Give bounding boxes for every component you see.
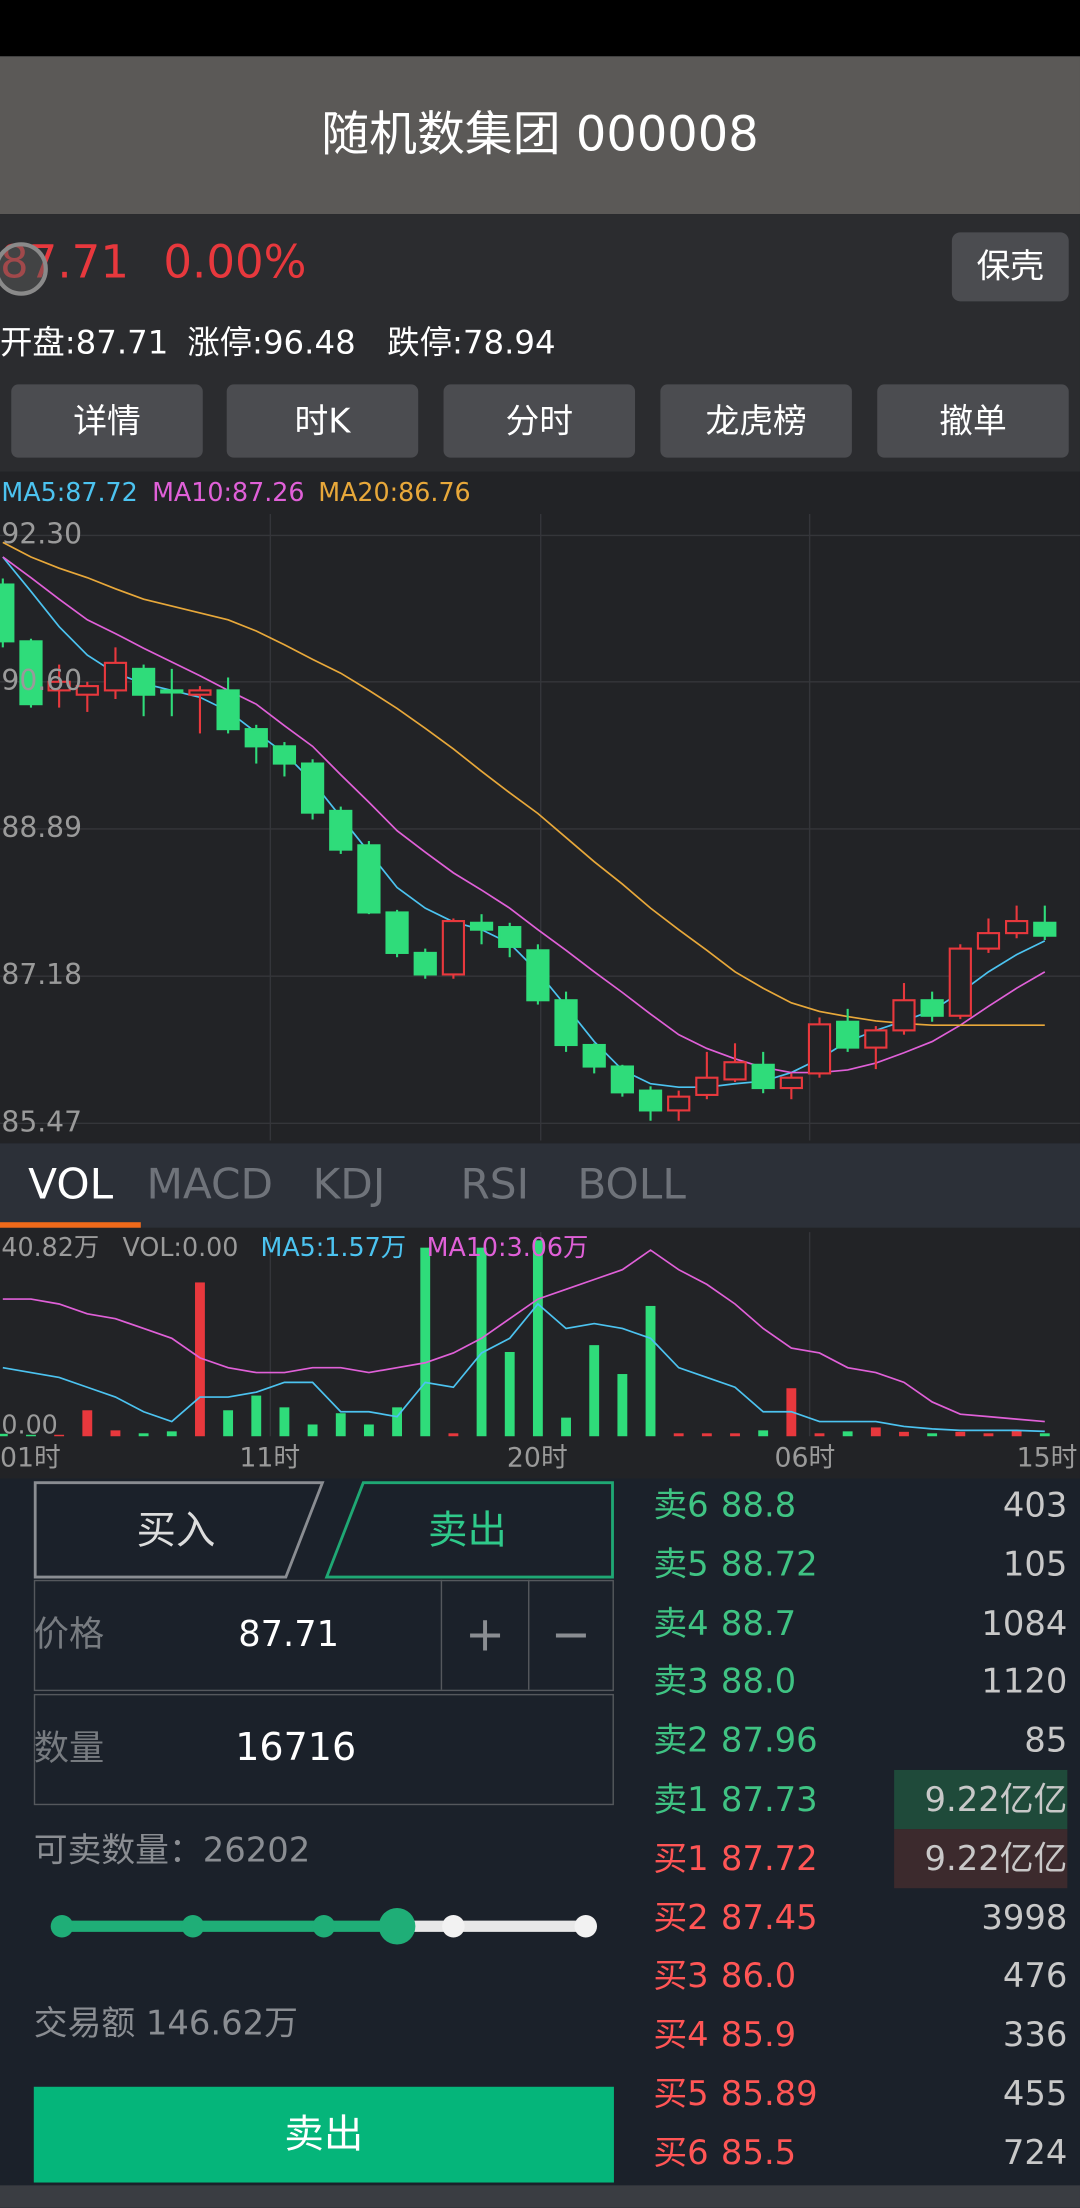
order-row: 买3 86.0 476	[651, 1947, 1068, 2006]
order-price: 87.73	[720, 1779, 818, 1820]
status-bar	[0, 0, 1080, 57]
order-row: 买1 87.72 9.22亿亿	[651, 1828, 1068, 1888]
price-value[interactable]: 87.71	[238, 1613, 340, 1655]
qty-label: 数量	[33, 1727, 105, 1769]
tab-button[interactable]: 时K	[226, 384, 419, 458]
order-row: 买6 85.5 724	[651, 2123, 1068, 2182]
order-price: 87.45	[720, 1897, 818, 1937]
indicator-tab[interactable]: RSI	[460, 1160, 530, 1210]
slider-dot[interactable]	[312, 1914, 336, 1938]
divider	[528, 1579, 530, 1690]
order-row: 买2 87.45 3998	[651, 1888, 1068, 1947]
indicator-tab[interactable]: VOL	[28, 1160, 114, 1210]
order-price: 85.5	[720, 2132, 797, 2173]
order-qty: 724	[1002, 2132, 1068, 2173]
order-label: 买5	[653, 2074, 709, 2114]
indicator-tab[interactable]: BOLL	[577, 1160, 686, 1210]
order-row: 卖2 87.96 85	[651, 1711, 1068, 1770]
order-price: 88.7	[720, 1603, 797, 1643]
tab-button[interactable]: 龙虎榜	[660, 384, 852, 458]
slider-dot[interactable]	[574, 1914, 598, 1938]
order-label: 卖1	[653, 1779, 709, 1820]
tab-button[interactable]: 分时	[443, 384, 636, 458]
tab-button[interactable]: 撤单	[877, 384, 1069, 458]
change: 0.00%	[163, 235, 307, 289]
order-label: 卖4	[653, 1603, 709, 1643]
buy-tab-label[interactable]: 买入	[136, 1506, 216, 1554]
order-qty: 403	[1002, 1485, 1068, 1525]
order-qty: 1084	[981, 1603, 1068, 1643]
slider-dot[interactable]	[50, 1914, 74, 1938]
order-qty: 336	[1002, 2015, 1068, 2055]
button[interactable]: 保壳	[951, 232, 1069, 302]
order-row: 买5 85.89 455	[651, 2064, 1068, 2123]
indicator-tab[interactable]: MACD	[146, 1160, 274, 1210]
order-price: 85.9	[720, 2015, 797, 2055]
order-row: 卖6 88.8 403	[651, 1476, 1068, 1535]
icon[interactable]	[0, 242, 48, 296]
limit-down: 跌停:78.94	[387, 325, 556, 362]
price-label: 价格	[33, 1613, 105, 1655]
order-label: 买2	[653, 1897, 709, 1937]
tab-button[interactable]: 详情	[11, 384, 203, 458]
order-label: 卖3	[653, 1662, 709, 1702]
order-row: 卖5 88.72 105	[651, 1535, 1068, 1594]
order-row: 卖4 88.7 1084	[651, 1593, 1068, 1652]
order-label: 买1	[653, 1838, 709, 1879]
order-label: 买6	[653, 2132, 709, 2173]
order-qty: 9.22亿亿	[894, 1828, 1068, 1888]
slider-dot[interactable]	[442, 1914, 465, 1938]
indicator-tab[interactable]: KDJ	[312, 1160, 386, 1210]
order-qty: 85	[1024, 1720, 1068, 1761]
indicator-bar	[0, 1143, 1080, 1228]
slider-thumb[interactable]	[378, 1907, 416, 1945]
minus-button[interactable]: −	[550, 1606, 592, 1663]
order-qty: 476	[1002, 1956, 1068, 1996]
order-price: 88.0	[720, 1662, 797, 1702]
plus-button[interactable]: +	[465, 1606, 506, 1663]
order-price: 87.72	[720, 1838, 818, 1879]
bottom-bar	[0, 2185, 1080, 2208]
amount: 交易额 146.62万	[33, 2003, 298, 2044]
header-title: 随机数集团 000008	[0, 56, 1080, 215]
order-price: 87.96	[720, 1720, 818, 1761]
sell-tab-label[interactable]: 卖出	[428, 1506, 507, 1554]
tab-underline	[0, 1222, 141, 1228]
order-price: 88.72	[720, 1544, 818, 1584]
order-qty: 3998	[981, 1897, 1068, 1937]
order-label: 买3	[653, 1956, 709, 1996]
submit-button[interactable]: 卖出	[33, 2086, 614, 2183]
divider	[440, 1579, 443, 1690]
sellable: 可卖数量：26202	[33, 1830, 311, 1870]
buy-tab[interactable]	[33, 1481, 325, 1579]
order-price: 85.89	[720, 2074, 818, 2114]
qty-input[interactable]	[33, 1693, 614, 1806]
order-label: 买4	[653, 2015, 709, 2055]
qty-value[interactable]: 16716	[235, 1726, 357, 1770]
price-chart-bg	[0, 471, 1080, 1144]
order-qty: 455	[1002, 2074, 1068, 2114]
order-row: 买4 85.9 336	[651, 2005, 1068, 2064]
order-label: 卖2	[653, 1720, 709, 1761]
order-price: 86.0	[720, 1956, 797, 1996]
limit-up: 涨停:96.48	[187, 325, 356, 362]
order-qty: 1120	[981, 1662, 1068, 1702]
order-row: 卖1 87.73 9.22亿亿	[651, 1769, 1068, 1830]
order-price: 88.8	[720, 1485, 797, 1525]
slider[interactable]	[0, 1898, 620, 1954]
open: 开盘:87.71	[0, 325, 169, 362]
order-label: 卖5	[653, 1544, 709, 1584]
sell-tab[interactable]	[324, 1481, 614, 1579]
slider-dot[interactable]	[181, 1914, 205, 1938]
order-qty: 9.22亿亿	[894, 1769, 1068, 1830]
volume-chart-bg	[0, 1227, 1080, 1479]
order-row: 卖3 88.0 1120	[651, 1652, 1068, 1711]
trade-tabs	[33, 1481, 614, 1579]
price-input[interactable]	[33, 1579, 614, 1692]
order-label: 卖6	[653, 1485, 709, 1525]
order-qty: 105	[1002, 1544, 1068, 1584]
